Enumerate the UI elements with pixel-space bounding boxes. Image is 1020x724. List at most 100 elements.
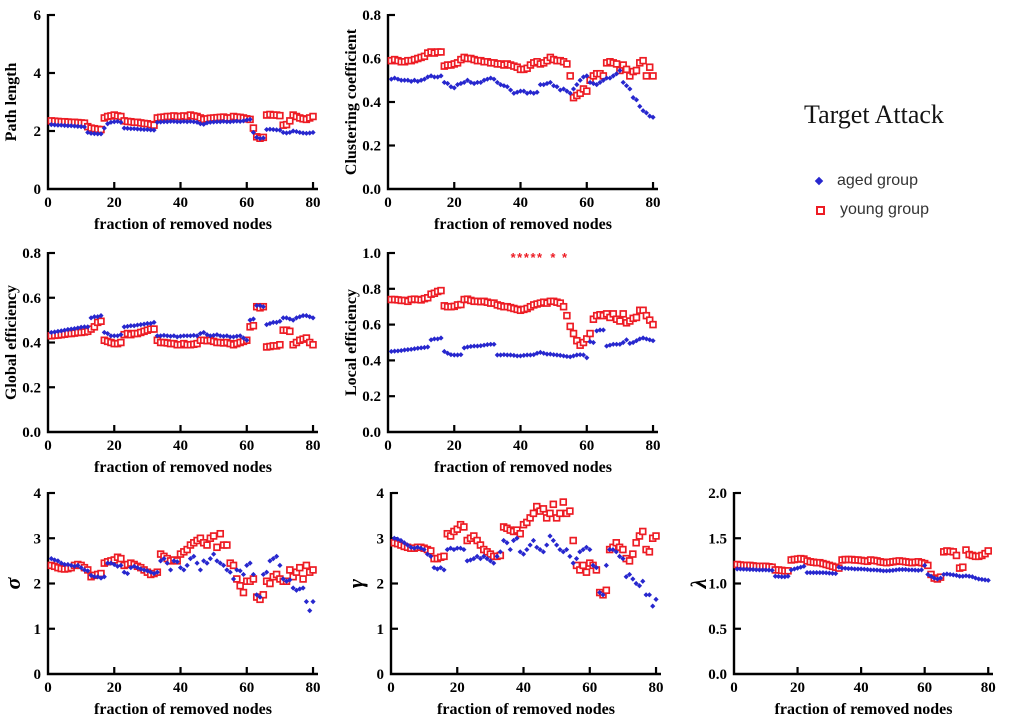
svg-text:0.8: 0.8 <box>22 246 41 262</box>
svg-text:0.8: 0.8 <box>362 8 381 24</box>
svg-text:40: 40 <box>854 680 869 696</box>
svg-text:60: 60 <box>582 680 597 696</box>
svg-text:0: 0 <box>44 195 52 211</box>
svg-text:4: 4 <box>34 66 42 82</box>
svg-text:0: 0 <box>730 680 738 696</box>
svg-text:60: 60 <box>579 438 594 454</box>
chart-clustering-coefficient-svg: 0.0 0.2 0.4 0.6 0.8 0 20 40 60 80 fraction of remo… <box>343 8 661 233</box>
aged-group-marker-icon <box>814 176 824 186</box>
svg-text:20: 20 <box>790 680 805 696</box>
svg-text:2: 2 <box>377 577 385 593</box>
young-group-marker-icon <box>816 205 825 215</box>
svg-text:0.4: 0.4 <box>22 336 41 352</box>
svg-text:1.0: 1.0 <box>708 577 727 593</box>
series-aged-group <box>48 116 316 142</box>
svg-text:60: 60 <box>579 195 594 211</box>
svg-text:0.8: 0.8 <box>362 282 381 298</box>
axes: 0.0 0.2 0.4 0.6 0.8 1.0 0 20 40 60 80 fraction of r… <box>343 246 661 476</box>
chart-local-efficiency-svg: 0.0 0.2 0.4 0.6 0.8 1.0 0 20 40 60 80 fraction of r… <box>343 246 661 476</box>
svg-text:0.0: 0.0 <box>708 667 727 683</box>
svg-text:80: 80 <box>306 680 321 696</box>
legend-item-aged-group: aged group <box>814 172 1016 190</box>
series-young-group <box>387 48 657 102</box>
svg-text:40: 40 <box>513 438 528 454</box>
svg-text:20: 20 <box>447 195 462 211</box>
svg-text:60: 60 <box>917 680 932 696</box>
axes: 0.0 0.2 0.4 0.6 0.8 0 20 40 60 80 fraction of remo… <box>343 8 661 233</box>
chart-lambda: 0.0 0.5 1.0 1.5 2.0 0 20 40 60 80 fraction of remo… <box>686 480 1020 724</box>
svg-text:20: 20 <box>107 195 122 211</box>
axes: 0.0 0.5 1.0 1.5 2.0 0 20 40 60 80 fraction of remo… <box>686 486 996 718</box>
x-axis-label: fraction of removed nodes <box>94 216 272 233</box>
svg-text:0: 0 <box>34 667 42 683</box>
y-axis-label: Path length <box>3 63 20 142</box>
chart-sigma: 0 1 2 3 4 0 20 40 60 80 fraction of removed nodes σ <box>0 480 345 724</box>
chart-local-efficiency: 0.0 0.2 0.4 0.6 0.8 1.0 0 20 40 60 80 fraction of r… <box>340 240 685 487</box>
y-axis-label: λ <box>686 578 711 589</box>
svg-text:0.6: 0.6 <box>22 291 41 307</box>
series-aged-group <box>388 67 656 120</box>
svg-text:1.5: 1.5 <box>708 531 727 547</box>
chart-clustering-coefficient: 0.0 0.2 0.4 0.6 0.8 0 20 40 60 80 fraction of remo… <box>340 2 685 244</box>
svg-text:3: 3 <box>377 531 385 547</box>
svg-text:0: 0 <box>44 438 52 454</box>
chart-global-efficiency: 0.0 0.2 0.4 0.6 0.8 0 20 40 60 80 fraction of remo… <box>0 240 345 487</box>
svg-text:80: 80 <box>306 438 321 454</box>
series-young-group <box>47 529 317 604</box>
svg-text:60: 60 <box>239 680 254 696</box>
legend-title: Target Attack <box>804 100 944 129</box>
svg-text:3: 3 <box>34 531 42 547</box>
svg-text:80: 80 <box>646 195 661 211</box>
significance-marker: *** <box>524 250 544 265</box>
svg-text:80: 80 <box>981 680 996 696</box>
y-axis-label: σ <box>0 576 25 589</box>
series-young-group <box>733 546 992 583</box>
svg-text:4: 4 <box>377 486 385 502</box>
svg-text:0.2: 0.2 <box>362 389 381 405</box>
x-axis-label: fraction of removed nodes <box>94 701 272 718</box>
chart-global-efficiency-svg: 0.0 0.2 0.4 0.6 0.8 0 20 40 60 80 fraction of remo… <box>3 246 321 476</box>
svg-text:0: 0 <box>44 680 52 696</box>
svg-text:1: 1 <box>377 622 385 638</box>
svg-text:0: 0 <box>387 680 395 696</box>
x-axis-label: fraction of removed nodes <box>775 701 953 718</box>
series-aged-group <box>48 551 316 614</box>
series-young-group <box>47 110 317 143</box>
significance-marker: ** <box>511 250 524 265</box>
svg-text:40: 40 <box>173 195 188 211</box>
x-axis-label: fraction of removed nodes <box>434 216 612 233</box>
svg-text:80: 80 <box>306 195 321 211</box>
axes: 0.0 0.2 0.4 0.6 0.8 0 20 40 60 80 fraction of remo… <box>3 246 321 476</box>
svg-text:0.0: 0.0 <box>22 425 41 441</box>
svg-text:20: 20 <box>107 680 122 696</box>
svg-text:0: 0 <box>384 438 392 454</box>
svg-text:0.6: 0.6 <box>362 52 381 68</box>
svg-text:0: 0 <box>384 195 392 211</box>
x-axis-label: fraction of removed nodes <box>94 459 272 476</box>
svg-text:40: 40 <box>516 680 531 696</box>
svg-text:1: 1 <box>34 622 42 638</box>
svg-text:80: 80 <box>646 438 661 454</box>
legend-item-young-group: young group <box>816 201 1016 219</box>
svg-text:40: 40 <box>173 680 188 696</box>
svg-text:0.2: 0.2 <box>362 139 381 155</box>
svg-text:0.0: 0.0 <box>362 425 381 441</box>
legend: Target Attack aged group young group <box>798 100 1016 219</box>
svg-text:0.2: 0.2 <box>22 380 41 396</box>
svg-text:60: 60 <box>239 195 254 211</box>
svg-text:0.0: 0.0 <box>362 182 381 198</box>
svg-text:0.6: 0.6 <box>362 318 381 334</box>
significance-marker: * <box>550 250 557 265</box>
series-aged-group <box>48 302 316 343</box>
y-axis-label: γ <box>343 578 368 588</box>
y-axis-label: Global efficiency <box>3 285 20 400</box>
svg-text:2: 2 <box>34 124 42 140</box>
svg-text:0: 0 <box>34 182 42 198</box>
svg-text:0.4: 0.4 <box>362 95 381 111</box>
